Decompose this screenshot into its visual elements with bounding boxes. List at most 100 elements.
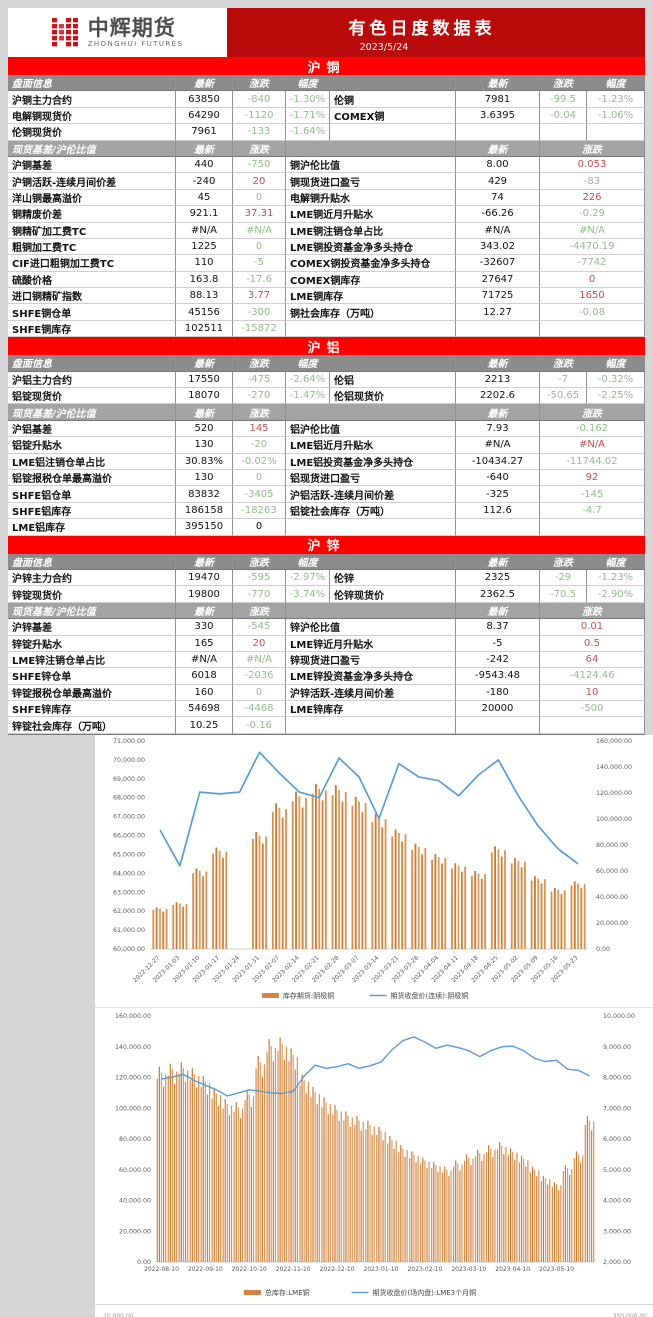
table-cell: 429	[456, 173, 540, 190]
table-cell: -325	[456, 486, 540, 503]
legend-item: 期货收盘价(连续):阴极铜	[391, 991, 469, 1000]
row-label: LME锌近月升贴水	[286, 635, 456, 652]
row-label	[330, 124, 456, 141]
table-cell: #N/A	[176, 222, 233, 239]
table-cell: 7981	[456, 91, 540, 108]
section-title: 沪铝	[307, 340, 346, 356]
table-cell: 最新	[456, 602, 540, 620]
table-cell: -4.7	[540, 502, 645, 520]
section-table-block: 现货基差/沪伦比值 最新 涨跌 最新 涨跌 沪铝基差 520 145 铝沪伦比值 7.93 -0.1…	[8, 404, 645, 536]
section-table-block: 盘面信息 最新 涨跌 幅度 最新 涨跌 幅度 沪锌主力合约 19470 -595 -2.97% 伦锌 2…	[8, 553, 645, 603]
x-axis-label: 2023-05-10	[539, 1266, 574, 1273]
row-label: 锌锭报税仓单最高溢价	[8, 684, 176, 702]
partial-axis-label-right: 350,000.00	[612, 1313, 647, 1317]
table-cell: -1120	[233, 107, 286, 125]
table-cell: 7.93	[456, 420, 540, 438]
table-cell: -70.5	[540, 586, 587, 603]
section-band: 沪锌	[8, 535, 645, 555]
row-label: 锌锭社会库存（万吨）	[8, 717, 176, 734]
metal-sections: 沪铜 盘面信息 最新 涨跌 幅度 最新 涨跌 幅度 沪铜主力合约 63850 -840 -1.30% 伦…	[8, 57, 645, 734]
table-cell: 520	[176, 420, 233, 438]
table-cell: 涨跌	[233, 602, 286, 620]
section-title: 沪锌	[307, 539, 346, 555]
table-cell: 0	[233, 189, 286, 207]
table-cell: -2.90%	[587, 586, 645, 603]
right-axis-label: 4,000.00	[603, 1198, 631, 1205]
table-cell: -1.30%	[286, 91, 330, 108]
table-cell: -0.162	[540, 420, 645, 438]
table-cell: -750	[233, 156, 286, 174]
row-label	[286, 519, 456, 536]
row-label: 沪铝基差	[8, 420, 176, 438]
right-axis-label: 160,000.00	[596, 738, 632, 745]
table-cell: 83832	[176, 486, 233, 503]
row-label: 电解铜现货价	[8, 107, 176, 125]
table-cell: 130	[176, 437, 233, 454]
row-label: 锌现货进口盈亏	[286, 651, 456, 669]
table-cell: 涨跌	[540, 602, 645, 620]
table-cell: 30.83%	[176, 453, 233, 470]
table-cell: 63850	[176, 91, 233, 108]
section-table-block: 现货基差/沪伦比值 最新 涨跌 最新 涨跌 沪铜基差 440 -750 铜沪伦比值 8.00 0.0…	[8, 140, 645, 338]
left-axis-label: 71,000.00	[113, 738, 145, 745]
right-axis-label: 9,000.00	[603, 1044, 631, 1051]
table-cell: -133	[233, 124, 286, 141]
row-label: 伦铜	[330, 91, 456, 108]
table-cell: -3.74%	[286, 586, 330, 603]
table-cell: -640	[456, 469, 540, 487]
table-cell: 最新	[176, 355, 233, 372]
table-cell: 最新	[456, 404, 540, 421]
row-label	[330, 553, 456, 570]
table-cell: 最新	[456, 75, 540, 92]
right-axis-label: 10,000.00	[603, 1013, 635, 1020]
row-label: SHFE锌库存	[8, 701, 176, 718]
row-label: 锌沪伦比值	[286, 619, 456, 636]
table-cell: 0.5	[540, 635, 645, 652]
table-cell: -1.23%	[587, 91, 645, 108]
row-label: LME铝投资基金净多头持仓	[286, 453, 456, 470]
table-cell: 7961	[176, 124, 233, 141]
table-cell: 1225	[176, 238, 233, 256]
table-cell: 130	[176, 469, 233, 487]
row-label: 粗铜加工费TC	[8, 238, 176, 256]
row-label: 伦铝现货价	[330, 388, 456, 405]
table-cell: 幅度	[286, 553, 330, 570]
left-axis-label: 120,000.00	[115, 1075, 151, 1082]
row-label: 盘面信息	[8, 553, 176, 570]
row-label: 铜现货进口盈亏	[286, 173, 456, 190]
table-cell: 440	[176, 156, 233, 174]
table-cell	[456, 124, 540, 141]
x-axis-label: 2023-03-10	[451, 1266, 486, 1273]
left-axis-label: 100,000.00	[115, 1105, 151, 1112]
right-axis-label: 5,000.00	[603, 1167, 631, 1174]
legend-item: 期货收盘价(场内盘):LME3个月铜	[373, 1288, 477, 1297]
row-label: 伦锌	[330, 569, 456, 587]
table-cell: 涨跌	[233, 140, 286, 157]
chart-lme-copper-price-inventory: 160,000.00 140,000.00 120,000.00 100,000.00…	[115, 1013, 635, 1297]
table-cell: 2213	[456, 371, 540, 389]
table-cell: -20	[233, 437, 286, 454]
table-cell: 3.6395	[456, 107, 540, 125]
row-label: 铝锭报税仓单最高溢价	[8, 469, 176, 487]
table-cell: -10434.27	[456, 453, 540, 470]
table-cell	[540, 124, 587, 141]
table-cell: -1.64%	[286, 124, 330, 141]
row-label	[330, 75, 456, 92]
logo-grid-icon	[51, 17, 78, 46]
table-cell: -595	[233, 569, 286, 587]
table-cell: 涨跌	[233, 355, 286, 372]
row-label: 锌锭升贴水	[8, 635, 176, 652]
table-cell: -0.32%	[587, 371, 645, 389]
table-cell: 343.02	[456, 238, 540, 256]
table-cell: 0	[233, 238, 286, 256]
row-label: 铝现货进口盈亏	[286, 469, 456, 487]
table-cell: 54698	[176, 701, 233, 718]
table-cell: -1.23%	[587, 569, 645, 587]
x-axis-label: 2023-02-10	[407, 1266, 442, 1273]
row-label: 沪铝活跃-连续月间价差	[286, 486, 456, 503]
table-cell: 12.27	[456, 304, 540, 321]
table-cell: 幅度	[587, 553, 645, 570]
table-cell: 涨跌	[540, 404, 645, 421]
table-cell: -4468	[233, 701, 286, 718]
table-cell: 186158	[176, 502, 233, 520]
